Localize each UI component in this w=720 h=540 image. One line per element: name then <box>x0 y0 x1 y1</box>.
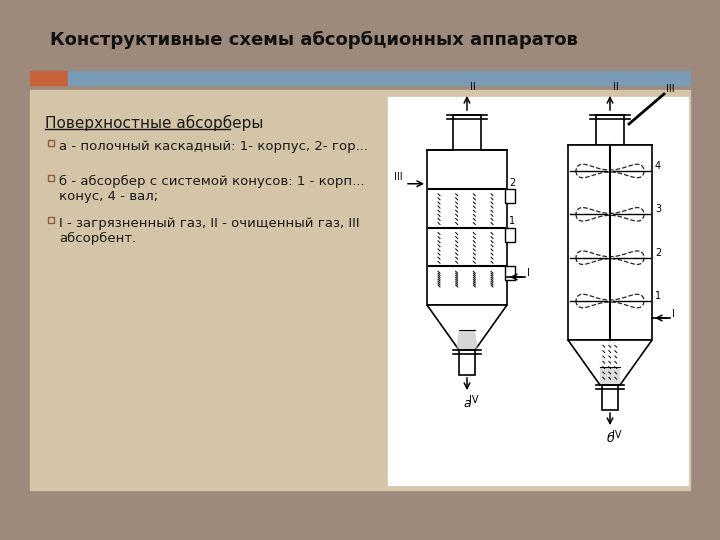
Text: а - полочный каскадный: 1- корпус, 2- гор...: а - полочный каскадный: 1- корпус, 2- го… <box>59 140 368 153</box>
Text: IV: IV <box>469 395 479 405</box>
Bar <box>505 227 515 241</box>
Text: 2: 2 <box>509 178 516 188</box>
Text: б - абсорбер с системой конусов: 1 - корп...
конус, 4 - вал;: б - абсорбер с системой конусов: 1 - кор… <box>59 175 364 203</box>
Bar <box>453 115 481 150</box>
Bar <box>505 266 515 280</box>
Text: IV: IV <box>612 430 621 440</box>
Text: Конструктивные схемы абсорбционных аппаратов: Конструктивные схемы абсорбционных аппар… <box>50 31 578 49</box>
Bar <box>30 90 690 490</box>
Bar <box>48 140 54 146</box>
Text: Поверхностные абсорберы: Поверхностные абсорберы <box>45 115 264 131</box>
Bar <box>505 189 515 202</box>
Bar <box>388 97 688 485</box>
Text: 2: 2 <box>655 248 661 258</box>
Text: III: III <box>395 172 403 182</box>
Text: 1: 1 <box>655 291 661 301</box>
Text: 4: 4 <box>655 161 661 171</box>
Bar <box>568 145 652 340</box>
Bar <box>596 115 624 145</box>
Bar <box>68 71 690 85</box>
Text: II: II <box>613 82 618 92</box>
Polygon shape <box>456 330 478 350</box>
Text: 1: 1 <box>509 217 515 226</box>
Text: I: I <box>527 268 530 278</box>
Bar <box>602 385 618 410</box>
Text: I - загрязненный газ, II - очищенный газ, III
абсорбент.: I - загрязненный газ, II - очищенный газ… <box>59 217 359 245</box>
Text: II: II <box>470 82 476 92</box>
Bar <box>459 350 475 375</box>
Bar <box>48 217 54 223</box>
Text: б: б <box>606 432 614 445</box>
Text: а: а <box>463 397 471 410</box>
Bar <box>48 175 54 181</box>
Text: I: I <box>672 309 675 319</box>
Text: III: III <box>666 84 675 94</box>
Bar <box>427 150 507 305</box>
Text: 3: 3 <box>655 204 661 214</box>
Polygon shape <box>568 340 652 385</box>
Bar <box>600 367 620 385</box>
Bar <box>30 71 68 85</box>
Polygon shape <box>427 305 507 350</box>
